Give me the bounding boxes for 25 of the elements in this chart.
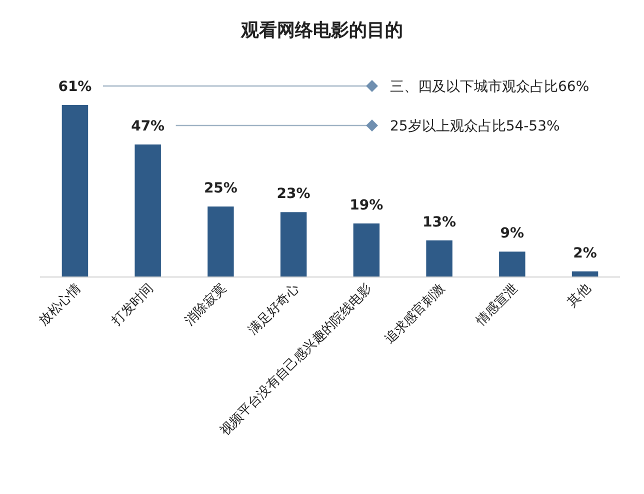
bar bbox=[208, 206, 234, 277]
x-tick-label: 其他 bbox=[564, 281, 594, 310]
bar bbox=[426, 240, 452, 277]
x-tick-label: 放松心情 bbox=[36, 280, 84, 329]
chart-title: 观看网络电影的目的 bbox=[240, 20, 403, 41]
bar bbox=[353, 223, 380, 277]
data-label: 19% bbox=[350, 197, 384, 214]
bar bbox=[62, 105, 88, 277]
x-tick-label: 情感宣泄 bbox=[472, 280, 521, 330]
data-label: 9% bbox=[500, 226, 524, 242]
data-label: 13% bbox=[422, 214, 456, 230]
data-label: 23% bbox=[276, 186, 310, 202]
text: 三、四及以下城市观众占比66% bbox=[390, 79, 590, 95]
bar bbox=[134, 144, 161, 277]
data-label: 2% bbox=[573, 245, 597, 262]
bar bbox=[280, 212, 307, 277]
annotation: 25岁以上观众占比54-53% bbox=[390, 118, 560, 134]
bar bbox=[499, 252, 526, 277]
data-label: 25% bbox=[204, 180, 238, 197]
x-tick-label: 消除寂寞 bbox=[181, 280, 230, 329]
x-tick-label: 追求感官刺激 bbox=[382, 280, 448, 347]
data-label: 47% bbox=[131, 118, 165, 134]
x-tick-label: 满足好奇心 bbox=[245, 280, 302, 338]
data-label: 61% bbox=[58, 79, 92, 95]
x-tick-label: 打发时间 bbox=[108, 281, 157, 330]
